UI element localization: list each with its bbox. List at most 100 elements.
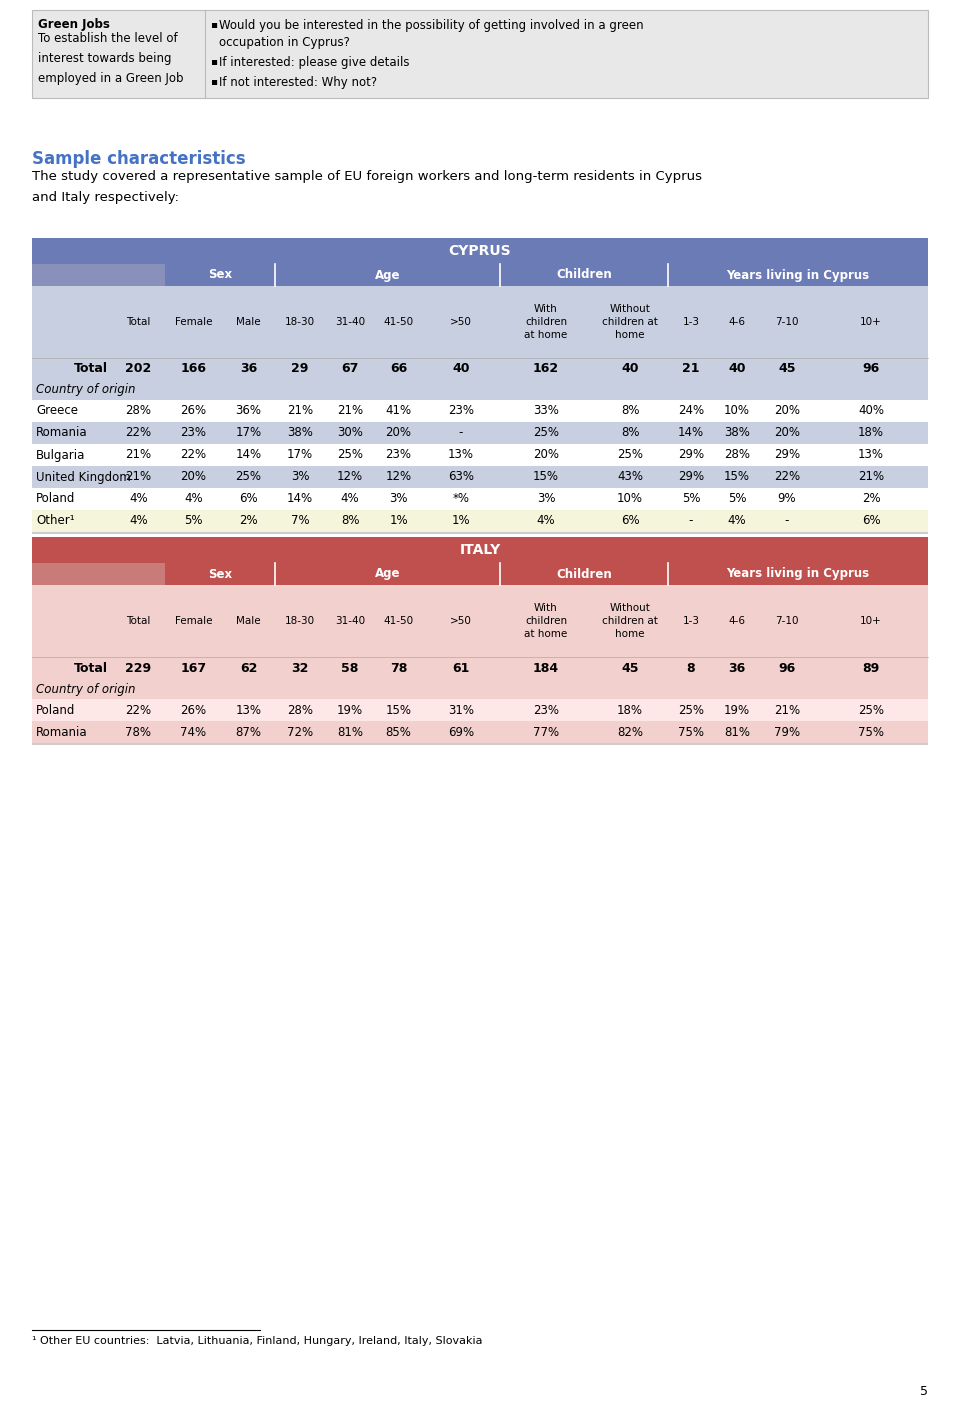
Text: Years living in Cyprus: Years living in Cyprus xyxy=(727,268,870,281)
Text: 20%: 20% xyxy=(180,471,206,483)
Text: Other¹: Other¹ xyxy=(36,514,75,527)
Text: Female: Female xyxy=(175,615,212,627)
Text: 67: 67 xyxy=(342,362,359,375)
Text: Sex: Sex xyxy=(208,268,232,281)
Text: 38%: 38% xyxy=(724,427,750,440)
Text: Without
children at
home: Without children at home xyxy=(602,305,658,340)
Text: 202: 202 xyxy=(126,362,152,375)
Text: 1%: 1% xyxy=(389,514,408,527)
Text: 29: 29 xyxy=(291,362,309,375)
Bar xyxy=(32,537,928,563)
Text: Greece: Greece xyxy=(36,405,78,417)
Text: Romania: Romania xyxy=(36,427,87,440)
Text: 45: 45 xyxy=(621,662,638,674)
Text: 10%: 10% xyxy=(724,405,750,417)
Bar xyxy=(32,287,928,358)
Text: 25%: 25% xyxy=(858,704,884,717)
Text: 30%: 30% xyxy=(337,427,363,440)
Bar xyxy=(275,264,500,287)
Text: Poland: Poland xyxy=(36,493,76,506)
Text: 20%: 20% xyxy=(533,448,559,461)
Text: 4%: 4% xyxy=(130,493,148,506)
Bar xyxy=(165,563,275,584)
Text: 9%: 9% xyxy=(778,493,796,506)
Text: 31%: 31% xyxy=(448,704,474,717)
Text: 4-6: 4-6 xyxy=(729,615,746,627)
Text: 78: 78 xyxy=(390,662,407,674)
Text: 79%: 79% xyxy=(774,725,800,739)
Text: 87%: 87% xyxy=(235,725,261,739)
Text: 5%: 5% xyxy=(728,493,746,506)
Text: 21%: 21% xyxy=(858,471,884,483)
Text: 2%: 2% xyxy=(862,493,880,506)
Text: 19%: 19% xyxy=(724,704,750,717)
Bar xyxy=(32,563,928,584)
Text: 28%: 28% xyxy=(126,405,152,417)
Text: Without
children at
home: Without children at home xyxy=(602,603,658,639)
Text: 229: 229 xyxy=(126,662,152,674)
Text: Would you be interested in the possibility of getting involved in a green
occupa: Would you be interested in the possibili… xyxy=(219,20,643,49)
Bar xyxy=(32,743,928,745)
Text: 3%: 3% xyxy=(389,493,408,506)
Text: 4%: 4% xyxy=(728,514,746,527)
Text: 25%: 25% xyxy=(678,704,704,717)
Text: Country of origin: Country of origin xyxy=(36,384,135,396)
Text: ¹ Other EU countries:  Latvia, Lithuania, Finland, Hungary, Ireland, Italy, Slov: ¹ Other EU countries: Latvia, Lithuania,… xyxy=(32,1336,483,1346)
Text: 62: 62 xyxy=(240,662,257,674)
Text: 40%: 40% xyxy=(858,405,884,417)
Text: 72%: 72% xyxy=(287,725,313,739)
Text: 3%: 3% xyxy=(291,471,309,483)
Text: Romania: Romania xyxy=(36,725,87,739)
Text: 20%: 20% xyxy=(774,405,800,417)
Text: 22%: 22% xyxy=(774,471,800,483)
Text: 36%: 36% xyxy=(235,405,261,417)
Text: If not interested: Why not?: If not interested: Why not? xyxy=(219,76,377,89)
Text: 22%: 22% xyxy=(126,427,152,440)
Text: 4%: 4% xyxy=(130,514,148,527)
Text: 21%: 21% xyxy=(126,448,152,461)
Text: 166: 166 xyxy=(180,362,206,375)
Text: 8%: 8% xyxy=(621,405,639,417)
Text: 25%: 25% xyxy=(617,448,643,461)
Text: 22%: 22% xyxy=(126,704,152,717)
Text: Children: Children xyxy=(556,568,612,580)
Text: 14%: 14% xyxy=(678,427,704,440)
Text: 96: 96 xyxy=(862,362,879,375)
Text: 41%: 41% xyxy=(385,405,412,417)
Text: 20%: 20% xyxy=(774,427,800,440)
Text: 40: 40 xyxy=(621,362,638,375)
Text: 61: 61 xyxy=(452,662,469,674)
Text: 63%: 63% xyxy=(448,471,474,483)
Text: Male: Male xyxy=(236,615,261,627)
Text: 77%: 77% xyxy=(533,725,559,739)
Text: 26%: 26% xyxy=(180,405,206,417)
Bar xyxy=(32,658,928,679)
Text: 29%: 29% xyxy=(678,471,704,483)
Text: 81%: 81% xyxy=(337,725,363,739)
Text: 28%: 28% xyxy=(287,704,313,717)
Bar xyxy=(32,563,165,584)
Text: ITALY: ITALY xyxy=(460,542,500,556)
Text: 31-40: 31-40 xyxy=(335,615,365,627)
Bar xyxy=(32,264,928,287)
Text: Female: Female xyxy=(175,318,212,327)
Text: 6%: 6% xyxy=(239,493,258,506)
Bar xyxy=(32,510,928,532)
Text: 15%: 15% xyxy=(386,704,412,717)
Text: 96: 96 xyxy=(779,662,796,674)
Text: 28%: 28% xyxy=(724,448,750,461)
Text: 5: 5 xyxy=(920,1385,928,1398)
Text: 32: 32 xyxy=(291,662,309,674)
Text: ▪: ▪ xyxy=(210,76,217,86)
Text: 40: 40 xyxy=(729,362,746,375)
Text: 85%: 85% xyxy=(386,725,412,739)
Text: Green Jobs: Green Jobs xyxy=(38,18,109,31)
Text: To establish the level of
interest towards being
employed in a Green Job: To establish the level of interest towar… xyxy=(38,32,183,84)
Text: 23%: 23% xyxy=(448,405,474,417)
Text: 15%: 15% xyxy=(724,471,750,483)
Text: *%: *% xyxy=(452,493,469,506)
Bar xyxy=(275,563,500,584)
Text: 17%: 17% xyxy=(235,427,261,440)
Bar xyxy=(668,563,928,584)
Text: Total: Total xyxy=(127,615,151,627)
